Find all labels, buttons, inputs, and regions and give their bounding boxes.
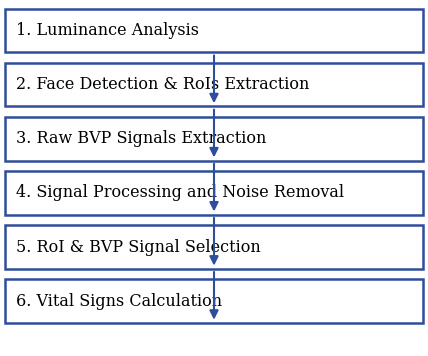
Text: 1. Luminance Analysis: 1. Luminance Analysis — [16, 22, 199, 39]
Text: 6. Vital Signs Calculation: 6. Vital Signs Calculation — [16, 293, 222, 310]
Text: 2. Face Detection & RoIs Extraction: 2. Face Detection & RoIs Extraction — [16, 76, 309, 93]
Text: 4. Signal Processing and Noise Removal: 4. Signal Processing and Noise Removal — [16, 184, 344, 201]
FancyBboxPatch shape — [5, 63, 423, 106]
Text: 3. Raw BVP Signals Extraction: 3. Raw BVP Signals Extraction — [16, 130, 266, 147]
FancyBboxPatch shape — [5, 279, 423, 323]
FancyBboxPatch shape — [5, 171, 423, 215]
Text: 5. RoI & BVP Signal Selection: 5. RoI & BVP Signal Selection — [16, 239, 261, 256]
FancyBboxPatch shape — [5, 117, 423, 161]
FancyBboxPatch shape — [5, 225, 423, 269]
FancyBboxPatch shape — [5, 9, 423, 52]
